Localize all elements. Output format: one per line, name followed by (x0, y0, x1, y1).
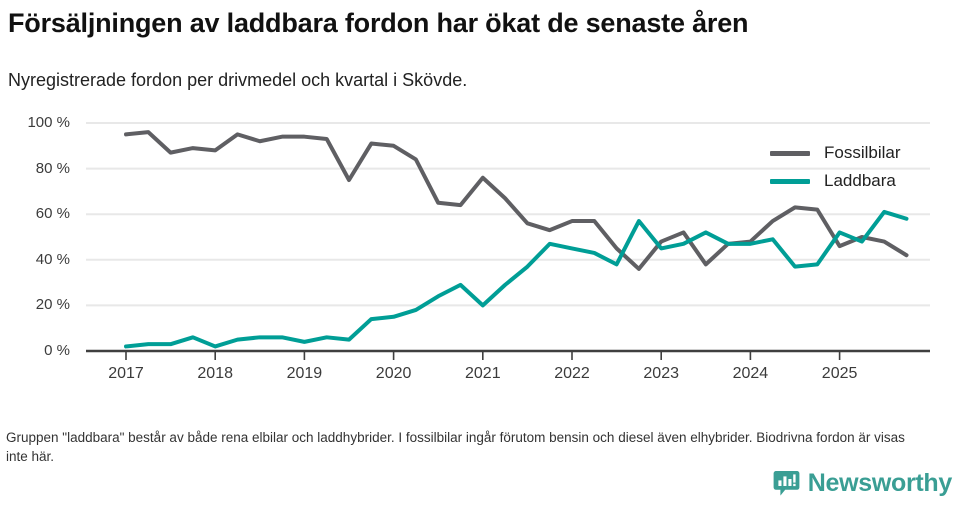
series-line-fossilbilar (124, 130, 909, 271)
page-title: Försäljningen av laddbara fordon har öka… (8, 8, 749, 38)
legend-swatch (770, 150, 810, 156)
y-axis-tick-label: 60 % (35, 205, 70, 223)
chart-footnote: Gruppen "laddbara" består av både rena e… (6, 430, 905, 464)
legend-label: Laddbara (824, 171, 896, 190)
x-axis-tick-label: 2022 (554, 365, 590, 382)
x-axis-tick-label: 2023 (643, 365, 679, 382)
chart-plot-area: 0 % 20 % 40 % 60 % 80 % 100 % 2017 2018 2019 202… (0, 104, 960, 404)
y-axis-tick-label: 0 % (44, 342, 70, 359)
bar-chart-speech-bubble-icon (773, 470, 800, 497)
series-line-laddbara (124, 209, 909, 349)
x-axis-tick-label: 2017 (108, 365, 144, 382)
x-axis-tick-label: 2021 (465, 365, 501, 382)
chart-series-lines (124, 130, 909, 349)
brand-name: Newsworthy (807, 468, 953, 497)
x-axis-tick-label: 2024 (732, 365, 769, 382)
legend-swatch (770, 178, 810, 184)
page-subtitle: Nyregistrerade fordon per drivmedel och … (8, 70, 468, 90)
chart-legend: Fossilbilar Laddbara (770, 139, 950, 195)
y-axis-tick-label: 40 % (35, 250, 70, 268)
x-axis-tick-label: 2019 (286, 365, 323, 382)
chart-x-tickmarks (125, 351, 841, 360)
x-axis-tick-label: 2018 (197, 365, 233, 382)
y-axis-tick-label: 100 % (27, 114, 70, 131)
x-axis-tick-label: 2025 (821, 365, 858, 382)
x-axis-tick-label: 2020 (375, 365, 412, 382)
brand-logo[interactable]: Newsworthy (773, 468, 952, 498)
legend-item-fossilbilar[interactable]: Fossilbilar (770, 139, 950, 167)
y-axis-tick-label: 80 % (35, 159, 70, 177)
legend-item-laddbara[interactable]: Laddbara (770, 167, 950, 195)
chart-svg (86, 122, 930, 360)
legend-label: Fossilbilar (824, 143, 901, 162)
y-axis-tick-label: 20 % (35, 296, 70, 314)
